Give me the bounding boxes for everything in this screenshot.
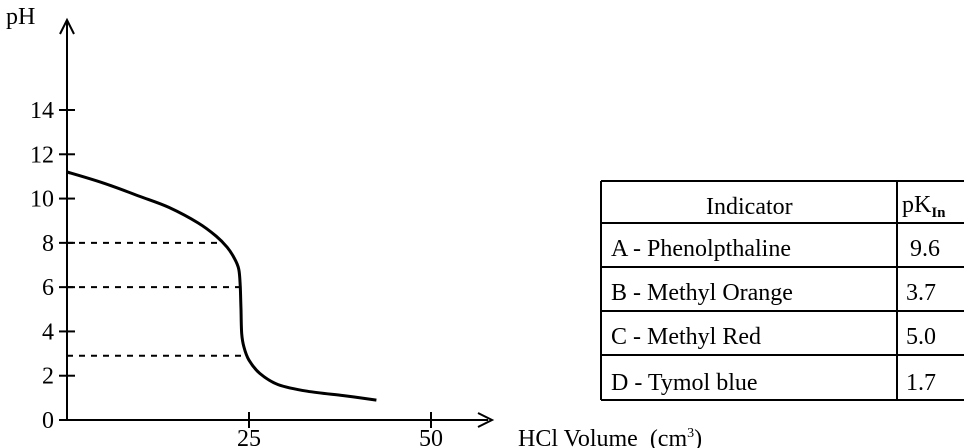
x-axis-label-unit: (cm bbox=[650, 426, 688, 448]
x-axis-label-unit-close: ) bbox=[694, 426, 702, 448]
table-cell-indicator: D - Tymol blue bbox=[611, 370, 758, 396]
x-axis-label-text: HCl Volume bbox=[518, 426, 638, 448]
y-axis-arrow-icon bbox=[59, 17, 75, 35]
table-cell-pk: 3.7 bbox=[906, 280, 936, 306]
x-tick-label: 50 bbox=[419, 426, 443, 448]
table-cell-indicator: B - Methyl Orange bbox=[611, 280, 793, 306]
y-axis-label: pH bbox=[6, 4, 35, 30]
table-cell-indicator: A - Phenolpthaline bbox=[611, 236, 791, 262]
y-tick-label: 0 bbox=[42, 408, 54, 434]
table-header-indicator: Indicator bbox=[706, 194, 793, 220]
x-axis-arrow-icon bbox=[477, 412, 495, 428]
table-cell-pk: 5.0 bbox=[906, 324, 936, 350]
x-tick-label: 25 bbox=[237, 426, 261, 448]
x-axis-label: HCl Volume (cm3) bbox=[518, 426, 702, 448]
y-tick-label: 8 bbox=[42, 231, 54, 257]
y-tick-label: 14 bbox=[30, 98, 54, 124]
table-cell-pk: 1.7 bbox=[906, 370, 936, 396]
y-tick-label: 12 bbox=[30, 142, 54, 168]
y-tick-label: 2 bbox=[42, 364, 54, 390]
y-tick-label: 10 bbox=[30, 187, 54, 213]
indicator-table: Indicator pKIn A - Phenolpthaline 9.6 B … bbox=[600, 180, 964, 401]
table-header-pk-main: pK bbox=[902, 192, 932, 218]
table-header-pk: pKIn bbox=[902, 192, 946, 221]
y-tick-label: 6 bbox=[42, 275, 54, 301]
table-cell-pk: 9.6 bbox=[910, 236, 940, 262]
titration-curve bbox=[66, 170, 377, 402]
y-tick-label: 4 bbox=[42, 319, 54, 345]
x-axis-label-unit-sup: 3 bbox=[687, 426, 694, 441]
table-cell-indicator: C - Methyl Red bbox=[611, 324, 761, 350]
table-header-pk-sub: In bbox=[931, 205, 946, 221]
